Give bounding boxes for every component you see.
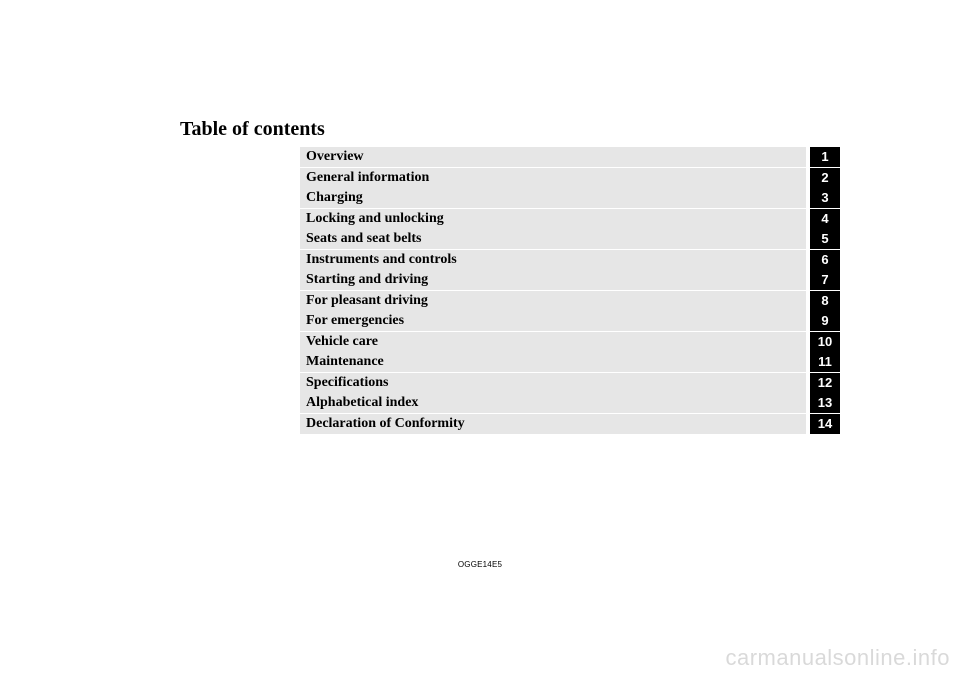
toc-label: Locking and unlocking xyxy=(300,209,806,229)
toc-label: Overview xyxy=(300,147,806,167)
toc-label: Seats and seat belts xyxy=(300,229,806,249)
toc-label: Specifications xyxy=(300,373,806,393)
toc-row: For pleasant driving 8 xyxy=(300,291,840,311)
toc-row: Vehicle care 10 xyxy=(300,332,840,352)
toc-row: Alphabetical index 13 xyxy=(300,393,840,413)
toc-row: Seats and seat belts 5 xyxy=(300,229,840,249)
document-code: OGGE14E5 xyxy=(0,560,960,569)
toc-row: Instruments and controls 6 xyxy=(300,250,840,270)
toc-row: Declaration of Conformity 14 xyxy=(300,414,840,434)
toc-row: Starting and driving 7 xyxy=(300,270,840,290)
toc-row: Charging 3 xyxy=(300,188,840,208)
toc-chapter-number: 12 xyxy=(810,373,840,393)
toc-label: Charging xyxy=(300,188,806,208)
toc-row: Overview 1 xyxy=(300,147,840,167)
toc-row: Locking and unlocking 4 xyxy=(300,209,840,229)
toc-row: Specifications 12 xyxy=(300,373,840,393)
page-content: Table of contents Overview 1 General inf… xyxy=(180,118,840,434)
toc-label: Vehicle care xyxy=(300,332,806,352)
toc-row: For emergencies 9 xyxy=(300,311,840,331)
toc-label: Alphabetical index xyxy=(300,393,806,413)
toc-chapter-number: 6 xyxy=(810,250,840,270)
toc-label: Instruments and controls xyxy=(300,250,806,270)
toc-chapter-number: 7 xyxy=(810,270,840,290)
toc-list: Overview 1 General information 2 Chargin… xyxy=(300,147,840,434)
toc-row: General information 2 xyxy=(300,168,840,188)
toc-chapter-number: 10 xyxy=(810,332,840,352)
toc-chapter-number: 3 xyxy=(810,188,840,208)
toc-chapter-number: 4 xyxy=(810,209,840,229)
toc-chapter-number: 9 xyxy=(810,311,840,331)
page-title: Table of contents xyxy=(180,118,840,141)
toc-label: For pleasant driving xyxy=(300,291,806,311)
toc-chapter-number: 11 xyxy=(810,352,840,372)
toc-label: For emergencies xyxy=(300,311,806,331)
toc-chapter-number: 14 xyxy=(810,414,840,434)
toc-chapter-number: 2 xyxy=(810,168,840,188)
toc-chapter-number: 13 xyxy=(810,393,840,413)
toc-label: Maintenance xyxy=(300,352,806,372)
toc-chapter-number: 1 xyxy=(810,147,840,167)
watermark-text: carmanualsonline.info xyxy=(725,645,950,671)
toc-chapter-number: 8 xyxy=(810,291,840,311)
toc-label: Starting and driving xyxy=(300,270,806,290)
toc-label: Declaration of Conformity xyxy=(300,414,806,434)
toc-chapter-number: 5 xyxy=(810,229,840,249)
toc-label: General information xyxy=(300,168,806,188)
toc-row: Maintenance 11 xyxy=(300,352,840,372)
